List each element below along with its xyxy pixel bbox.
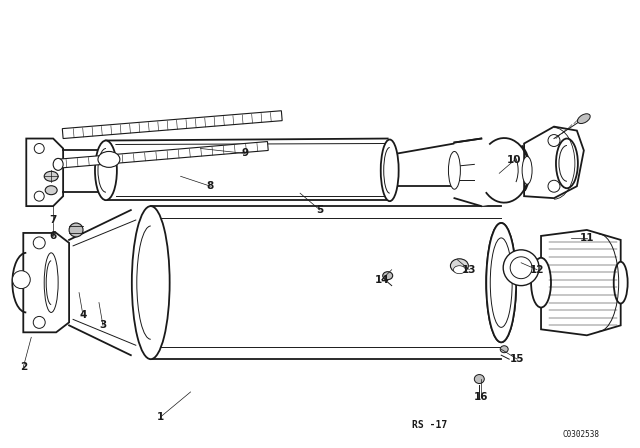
Ellipse shape [503, 250, 539, 286]
Text: 15: 15 [510, 354, 524, 364]
Ellipse shape [449, 151, 460, 189]
Polygon shape [541, 230, 621, 335]
Ellipse shape [69, 223, 83, 237]
Ellipse shape [548, 134, 560, 146]
Text: 4: 4 [79, 310, 87, 320]
Polygon shape [106, 138, 390, 200]
Ellipse shape [33, 316, 45, 328]
Ellipse shape [500, 346, 508, 353]
Ellipse shape [510, 257, 532, 279]
Text: 12: 12 [530, 265, 544, 275]
Ellipse shape [33, 237, 45, 249]
Text: C0302538: C0302538 [563, 430, 600, 439]
Text: 6: 6 [49, 231, 57, 241]
Ellipse shape [453, 266, 465, 274]
Ellipse shape [35, 143, 44, 154]
Ellipse shape [44, 171, 58, 181]
Ellipse shape [95, 141, 117, 200]
Ellipse shape [474, 375, 484, 383]
Ellipse shape [45, 186, 57, 195]
Ellipse shape [53, 159, 63, 170]
Ellipse shape [556, 138, 578, 188]
Ellipse shape [451, 259, 468, 273]
Ellipse shape [12, 271, 30, 289]
Text: 7: 7 [49, 215, 57, 225]
Ellipse shape [486, 223, 516, 342]
Ellipse shape [614, 262, 628, 303]
Polygon shape [454, 138, 529, 206]
Text: 1: 1 [157, 412, 164, 422]
Text: 10: 10 [507, 155, 522, 165]
Ellipse shape [486, 223, 516, 342]
Ellipse shape [44, 253, 58, 312]
Polygon shape [62, 111, 282, 138]
Ellipse shape [132, 206, 170, 359]
Text: 2: 2 [20, 362, 27, 372]
Ellipse shape [577, 114, 590, 124]
Polygon shape [151, 206, 501, 359]
Ellipse shape [381, 139, 399, 201]
Ellipse shape [98, 151, 120, 168]
Text: 3: 3 [99, 320, 107, 330]
Polygon shape [26, 138, 63, 206]
Text: 9: 9 [242, 148, 249, 159]
Polygon shape [56, 142, 268, 168]
Text: 14: 14 [374, 275, 389, 284]
Ellipse shape [383, 271, 393, 280]
Ellipse shape [35, 191, 44, 201]
Text: 5: 5 [316, 205, 324, 215]
Ellipse shape [531, 258, 551, 307]
Text: 11: 11 [580, 233, 594, 243]
Polygon shape [23, 233, 69, 332]
Text: 13: 13 [462, 265, 477, 275]
Text: 8: 8 [207, 181, 214, 191]
Text: 16: 16 [474, 392, 488, 402]
Text: RS -17: RS -17 [412, 420, 447, 430]
Polygon shape [524, 127, 584, 198]
Ellipse shape [522, 156, 532, 184]
Ellipse shape [548, 180, 560, 192]
Ellipse shape [490, 238, 512, 327]
